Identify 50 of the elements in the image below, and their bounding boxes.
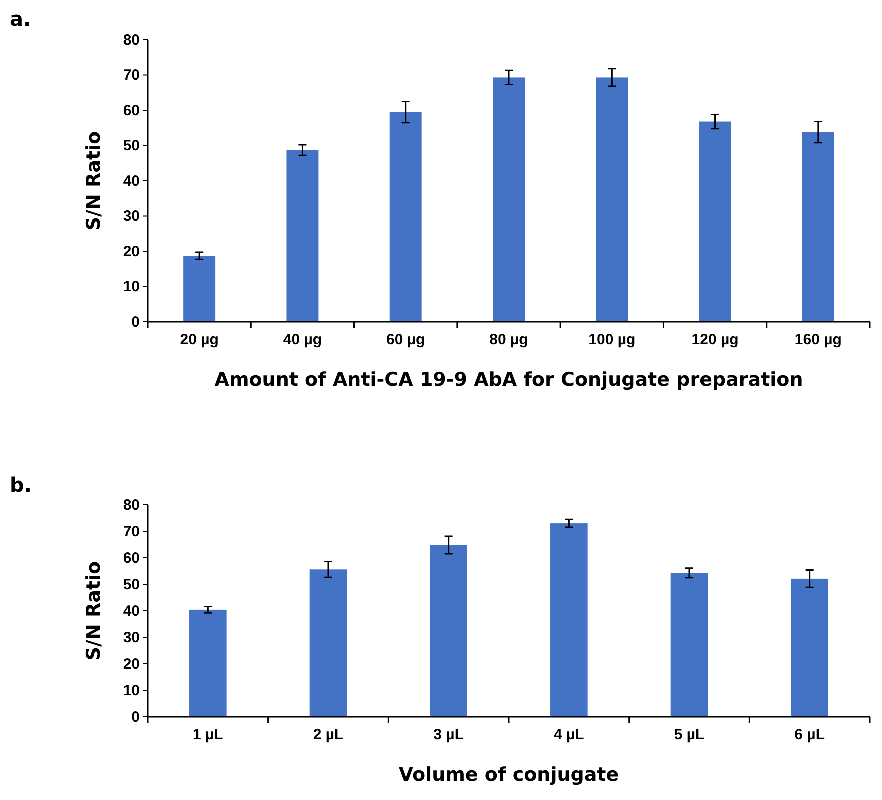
y-tick-label: 30 xyxy=(123,208,140,226)
y-tick-label: 40 xyxy=(123,172,140,190)
y-tick-label: 0 xyxy=(132,708,140,726)
chart-title: a. xyxy=(10,7,32,31)
y-tick-label: 10 xyxy=(123,682,140,700)
y-tick-label: 60 xyxy=(123,102,140,120)
x-tick-label: 3 µL xyxy=(434,726,464,744)
y-tick-label: 70 xyxy=(123,523,140,540)
bar xyxy=(184,256,216,322)
y-tick-label: 60 xyxy=(123,550,140,567)
x-tick-label: 5 µL xyxy=(674,726,705,744)
bar xyxy=(802,132,834,322)
x-tick-label: 6 µL xyxy=(794,726,825,744)
y-tick-label: 50 xyxy=(123,576,140,594)
y-tick-label: 30 xyxy=(123,629,140,646)
bar xyxy=(390,112,422,322)
x-tick-label: 4 µL xyxy=(554,726,584,744)
x-tick-label: 160 µg xyxy=(794,332,842,349)
x-axis-title: Volume of conjugate xyxy=(398,764,620,786)
y-tick-label: 20 xyxy=(123,656,140,673)
bar xyxy=(596,78,628,322)
x-tick-label: 20 µg xyxy=(180,332,219,349)
bar xyxy=(430,545,468,717)
y-tick-label: 0 xyxy=(132,314,140,331)
bar xyxy=(699,122,732,322)
x-axis-title: Amount of Anti-CA 19-9 AbA for Conjugate preparation xyxy=(214,369,804,391)
y-tick-label: 20 xyxy=(123,243,140,260)
x-tick-label: 40 µg xyxy=(283,332,322,349)
x-tick-label: 60 µg xyxy=(386,332,426,349)
chart-title: b. xyxy=(10,473,32,497)
bar xyxy=(286,150,319,322)
x-tick-label: 100 µg xyxy=(588,332,636,349)
x-tick-label: 80 µg xyxy=(490,332,528,349)
y-tick-label: 80 xyxy=(123,32,140,49)
bar xyxy=(670,573,708,717)
x-tick-label: 2 µL xyxy=(313,726,344,744)
y-tick-label: 50 xyxy=(123,138,140,155)
y-axis-title: S/N Ratio xyxy=(83,131,105,231)
y-tick-label: 70 xyxy=(123,67,140,84)
y-tick-label: 40 xyxy=(123,602,140,620)
bar xyxy=(190,610,227,717)
bar xyxy=(550,524,588,717)
y-tick-label: 80 xyxy=(123,496,140,514)
y-tick-label: 10 xyxy=(123,278,140,296)
y-axis-title: S/N Ratio xyxy=(83,561,105,661)
x-tick-label: 1 µL xyxy=(193,726,224,744)
bar xyxy=(791,578,828,717)
bar xyxy=(310,570,348,717)
x-tick-label: 120 µg xyxy=(692,332,739,349)
bar xyxy=(493,78,525,322)
